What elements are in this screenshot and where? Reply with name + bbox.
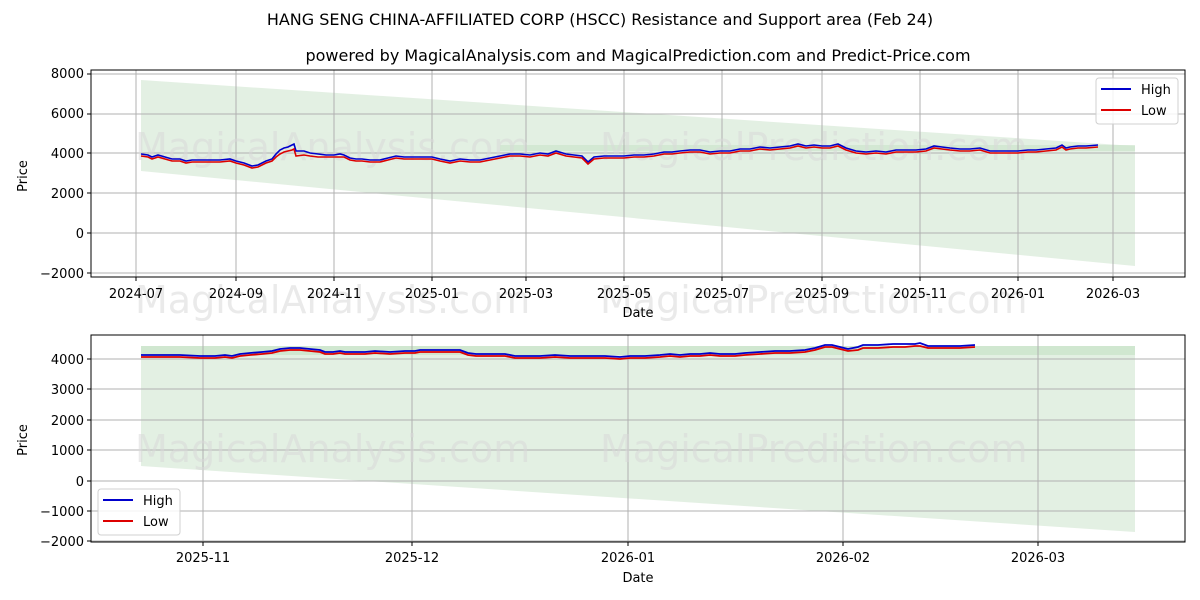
svg-text:−1000: −1000 bbox=[40, 505, 84, 520]
svg-text:2024-07: 2024-07 bbox=[109, 287, 163, 302]
svg-text:2026-03: 2026-03 bbox=[1086, 287, 1140, 302]
legend-low-label: Low bbox=[1141, 104, 1167, 119]
bottom-x-tick-labels: 2025-11 2025-12 2026-01 2026-02 2026-03 bbox=[176, 551, 1065, 566]
svg-text:8000: 8000 bbox=[51, 67, 84, 82]
bottom-x-axis-label: Date bbox=[622, 571, 653, 586]
top-support-resistance-band bbox=[141, 80, 1135, 266]
svg-text:6000: 6000 bbox=[51, 107, 84, 122]
bottom-axes-frame bbox=[90, 334, 1186, 543]
top-high-line bbox=[140, 142, 1099, 167]
bottom-y-axis-label: Price bbox=[16, 424, 31, 456]
svg-text:3000: 3000 bbox=[51, 383, 84, 398]
top-y-tick-labels: 8000 6000 4000 2000 0 −2000 bbox=[40, 67, 84, 282]
legend-high-label: High bbox=[143, 494, 173, 509]
svg-text:2025-03: 2025-03 bbox=[499, 287, 553, 302]
svg-text:4000: 4000 bbox=[51, 147, 84, 162]
svg-text:4000: 4000 bbox=[51, 353, 84, 368]
watermark-analysis-bottom: MagicalAnalysis.com bbox=[135, 427, 530, 471]
legend-high-label: High bbox=[1141, 83, 1171, 98]
svg-text:2000: 2000 bbox=[51, 187, 84, 202]
bottom-grid bbox=[91, 335, 1185, 542]
watermark-prediction-bottom: MagicalPrediction.com bbox=[600, 427, 1028, 471]
top-x-axis-label: Date bbox=[622, 306, 653, 321]
bottom-legend: High Low bbox=[97, 488, 181, 536]
bottom-y-tick-labels: 4000 3000 2000 1000 0 −1000 −2000 bbox=[40, 353, 84, 550]
svg-text:2025-12: 2025-12 bbox=[385, 551, 439, 566]
top-grid bbox=[91, 70, 1185, 277]
svg-text:2024-11: 2024-11 bbox=[307, 287, 361, 302]
svg-text:2026-03: 2026-03 bbox=[1011, 551, 1065, 566]
bottom-support-resistance-band bbox=[141, 346, 1135, 532]
svg-text:2025-11: 2025-11 bbox=[893, 287, 947, 302]
svg-text:0: 0 bbox=[76, 227, 84, 242]
watermark-prediction-mid: MagicalPrediction.com bbox=[600, 278, 1028, 322]
chart-subtitle: powered by MagicalAnalysis.com and Magic… bbox=[305, 46, 971, 65]
svg-text:2024-09: 2024-09 bbox=[209, 287, 263, 302]
top-legend: High Low bbox=[1095, 77, 1179, 125]
top-low-line bbox=[140, 145, 1099, 169]
bottom-high-line bbox=[141, 342, 976, 358]
svg-text:2026-01: 2026-01 bbox=[601, 551, 655, 566]
chart-title: HANG SENG CHINA-AFFILIATED CORP (HSCC) R… bbox=[266, 10, 934, 29]
svg-text:2025-07: 2025-07 bbox=[695, 287, 749, 302]
watermark-analysis-mid: MagicalAnalysis.com bbox=[135, 278, 530, 322]
svg-text:2026-01: 2026-01 bbox=[991, 287, 1045, 302]
top-chart: MagicalAnalysis.com MagicalPrediction.co… bbox=[16, 67, 1186, 322]
top-y-axis-label: Price bbox=[16, 160, 31, 192]
svg-text:2025-09: 2025-09 bbox=[795, 287, 849, 302]
bottom-chart: MagicalAnalysis.com MagicalPrediction.co… bbox=[16, 334, 1186, 586]
svg-text:−2000: −2000 bbox=[40, 535, 84, 550]
top-axes-frame bbox=[90, 69, 1186, 278]
svg-text:2000: 2000 bbox=[51, 414, 84, 429]
bottom-low-line bbox=[141, 345, 976, 360]
svg-text:2025-01: 2025-01 bbox=[405, 287, 459, 302]
svg-text:2025-05: 2025-05 bbox=[597, 287, 651, 302]
top-x-tick-labels: 2024-07 2024-09 2024-11 2025-01 2025-03 … bbox=[109, 287, 1140, 302]
svg-text:2026-02: 2026-02 bbox=[816, 551, 870, 566]
legend-low-label: Low bbox=[143, 515, 169, 530]
svg-text:−2000: −2000 bbox=[40, 267, 84, 282]
svg-text:0: 0 bbox=[76, 475, 84, 490]
svg-text:2025-11: 2025-11 bbox=[176, 551, 230, 566]
svg-text:1000: 1000 bbox=[51, 444, 84, 459]
